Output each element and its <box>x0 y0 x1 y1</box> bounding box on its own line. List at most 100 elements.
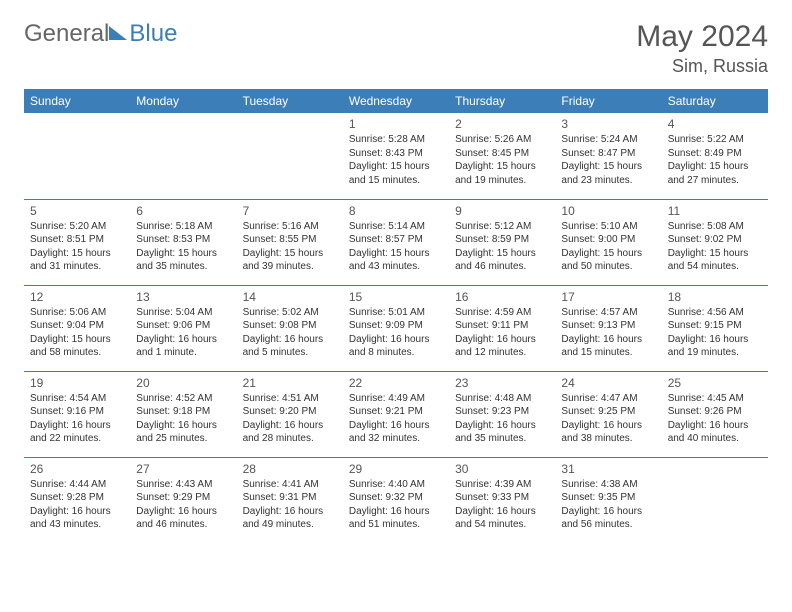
day-number: 1 <box>349 117 443 131</box>
day-info: Sunrise: 4:38 AMSunset: 9:35 PMDaylight:… <box>561 478 655 532</box>
day-info: Sunrise: 5:01 AMSunset: 9:09 PMDaylight:… <box>349 306 443 360</box>
calendar-cell: 27 Sunrise: 4:43 AMSunset: 9:29 PMDayligh… <box>130 457 236 543</box>
day-info: Sunrise: 5:16 AMSunset: 8:55 PMDaylight:… <box>243 220 337 274</box>
day-number: 28 <box>243 462 337 476</box>
day-header: Thursday <box>449 89 555 113</box>
day-number: 7 <box>243 204 337 218</box>
day-info: Sunrise: 5:22 AMSunset: 8:49 PMDaylight:… <box>668 133 762 187</box>
calendar-cell: 17 Sunrise: 4:57 AMSunset: 9:13 PMDayligh… <box>555 285 661 371</box>
day-info: Sunrise: 4:56 AMSunset: 9:15 PMDaylight:… <box>668 306 762 360</box>
day-number: 8 <box>349 204 443 218</box>
calendar-cell: 5Sunrise: 5:20 AMSunset: 8:51 PMDaylight… <box>24 199 130 285</box>
location: Sim, Russia <box>636 56 768 77</box>
day-number: 2 <box>455 117 549 131</box>
day-number: 6 <box>136 204 230 218</box>
calendar-week: 5Sunrise: 5:20 AMSunset: 8:51 PMDaylight… <box>24 199 768 285</box>
calendar-cell: 13Sunrise: 5:04 AMSunset: 9:06 PMDayligh… <box>130 285 236 371</box>
day-info: Sunrise: 4:49 AMSunset: 9:21 PMDaylight:… <box>349 392 443 446</box>
logo: General Blue <box>24 20 177 48</box>
day-info: Sunrise: 4:44 AMSunset: 9:28 PMDaylight:… <box>30 478 124 532</box>
day-info: Sunrise: 4:41 AMSunset: 9:31 PMDaylight:… <box>243 478 337 532</box>
calendar-cell <box>130 113 236 199</box>
day-number: 22 <box>349 376 443 390</box>
calendar-cell: 25 Sunrise: 4:45 AMSunset: 9:26 PMDayligh… <box>662 371 768 457</box>
day-info: Sunrise: 4:51 AMSunset: 9:20 PMDaylight:… <box>243 392 337 446</box>
logo-text-2: Blue <box>129 20 177 48</box>
day-info: Sunrise: 4:57 AMSunset: 9:13 PMDaylight:… <box>561 306 655 360</box>
day-info: Sunrise: 5:14 AMSunset: 8:57 PMDaylight:… <box>349 220 443 274</box>
day-info: Sunrise: 5:18 AMSunset: 8:53 PMDaylight:… <box>136 220 230 274</box>
day-info: Sunrise: 5:28 AMSunset: 8:43 PMDaylight:… <box>349 133 443 187</box>
calendar-cell <box>24 113 130 199</box>
calendar-cell: 2 Sunrise: 5:26 AMSunset: 8:45 PMDaylight… <box>449 113 555 199</box>
month-title: May 2024 <box>636 20 768 54</box>
day-number: 25 <box>668 376 762 390</box>
calendar-cell: 7 Sunrise: 5:16 AMSunset: 8:55 PMDaylight… <box>237 199 343 285</box>
calendar-cell: 22 Sunrise: 4:49 AMSunset: 9:21 PMDayligh… <box>343 371 449 457</box>
calendar-week: 1 Sunrise: 5:28 AMSunset: 8:43 PMDaylight… <box>24 113 768 199</box>
day-number: 31 <box>561 462 655 476</box>
calendar-table: SundayMondayTuesdayWednesdayThursdayFrid… <box>24 89 768 543</box>
title-block: May 2024 Sim, Russia <box>636 20 768 77</box>
calendar-cell: 1 Sunrise: 5:28 AMSunset: 8:43 PMDaylight… <box>343 113 449 199</box>
day-number: 19 <box>30 376 124 390</box>
day-info: Sunrise: 5:06 AMSunset: 9:04 PMDaylight:… <box>30 306 124 360</box>
calendar-cell: 15 Sunrise: 5:01 AMSunset: 9:09 PMDayligh… <box>343 285 449 371</box>
day-header: Wednesday <box>343 89 449 113</box>
header: General Blue May 2024 Sim, Russia <box>24 20 768 77</box>
day-number: 16 <box>455 290 549 304</box>
day-info: Sunrise: 5:12 AMSunset: 8:59 PMDaylight:… <box>455 220 549 274</box>
day-header: Sunday <box>24 89 130 113</box>
day-number: 14 <box>243 290 337 304</box>
day-info: Sunrise: 5:24 AMSunset: 8:47 PMDaylight:… <box>561 133 655 187</box>
calendar-cell: 26 Sunrise: 4:44 AMSunset: 9:28 PMDayligh… <box>24 457 130 543</box>
day-number: 11 <box>668 204 762 218</box>
day-number: 13 <box>136 290 230 304</box>
day-info: Sunrise: 5:26 AMSunset: 8:45 PMDaylight:… <box>455 133 549 187</box>
day-info: Sunrise: 4:43 AMSunset: 9:29 PMDaylight:… <box>136 478 230 532</box>
calendar-cell <box>237 113 343 199</box>
calendar-cell: 23 Sunrise: 4:48 AMSunset: 9:23 PMDayligh… <box>449 371 555 457</box>
calendar-cell: 21 Sunrise: 4:51 AMSunset: 9:20 PMDayligh… <box>237 371 343 457</box>
day-number: 24 <box>561 376 655 390</box>
calendar-cell: 30 Sunrise: 4:39 AMSunset: 9:33 PMDayligh… <box>449 457 555 543</box>
calendar-cell: 12Sunrise: 5:06 AMSunset: 9:04 PMDayligh… <box>24 285 130 371</box>
day-number: 23 <box>455 376 549 390</box>
calendar-cell: 10 Sunrise: 5:10 AMSunset: 9:00 PMDayligh… <box>555 199 661 285</box>
day-number: 17 <box>561 290 655 304</box>
day-header: Friday <box>555 89 661 113</box>
day-header: Tuesday <box>237 89 343 113</box>
day-info: Sunrise: 5:02 AMSunset: 9:08 PMDaylight:… <box>243 306 337 360</box>
day-info: Sunrise: 4:45 AMSunset: 9:26 PMDaylight:… <box>668 392 762 446</box>
day-info: Sunrise: 4:39 AMSunset: 9:33 PMDaylight:… <box>455 478 549 532</box>
calendar-week: 26 Sunrise: 4:44 AMSunset: 9:28 PMDayligh… <box>24 457 768 543</box>
calendar-cell: 6 Sunrise: 5:18 AMSunset: 8:53 PMDaylight… <box>130 199 236 285</box>
calendar-body: 1 Sunrise: 5:28 AMSunset: 8:43 PMDaylight… <box>24 113 768 543</box>
day-number: 27 <box>136 462 230 476</box>
calendar-cell: 20Sunrise: 4:52 AMSunset: 9:18 PMDayligh… <box>130 371 236 457</box>
day-number: 9 <box>455 204 549 218</box>
calendar-cell: 11 Sunrise: 5:08 AMSunset: 9:02 PMDayligh… <box>662 199 768 285</box>
day-info: Sunrise: 4:52 AMSunset: 9:18 PMDaylight:… <box>136 392 230 446</box>
day-number: 21 <box>243 376 337 390</box>
calendar-cell: 9 Sunrise: 5:12 AMSunset: 8:59 PMDaylight… <box>449 199 555 285</box>
day-header-row: SundayMondayTuesdayWednesdayThursdayFrid… <box>24 89 768 113</box>
day-header: Saturday <box>662 89 768 113</box>
day-number: 10 <box>561 204 655 218</box>
day-info: Sunrise: 5:08 AMSunset: 9:02 PMDaylight:… <box>668 220 762 274</box>
logo-triangle-icon <box>109 26 127 40</box>
day-info: Sunrise: 5:10 AMSunset: 9:00 PMDaylight:… <box>561 220 655 274</box>
day-number: 30 <box>455 462 549 476</box>
calendar-cell: 24Sunrise: 4:47 AMSunset: 9:25 PMDayligh… <box>555 371 661 457</box>
day-info: Sunrise: 5:20 AMSunset: 8:51 PMDaylight:… <box>30 220 124 274</box>
calendar-cell: 29Sunrise: 4:40 AMSunset: 9:32 PMDayligh… <box>343 457 449 543</box>
day-number: 15 <box>349 290 443 304</box>
calendar-cell: 18Sunrise: 4:56 AMSunset: 9:15 PMDayligh… <box>662 285 768 371</box>
calendar-cell: 28 Sunrise: 4:41 AMSunset: 9:31 PMDayligh… <box>237 457 343 543</box>
day-info: Sunrise: 4:48 AMSunset: 9:23 PMDaylight:… <box>455 392 549 446</box>
day-info: Sunrise: 4:54 AMSunset: 9:16 PMDaylight:… <box>30 392 124 446</box>
calendar-cell: 8 Sunrise: 5:14 AMSunset: 8:57 PMDaylight… <box>343 199 449 285</box>
day-number: 3 <box>561 117 655 131</box>
day-number: 26 <box>30 462 124 476</box>
day-number: 29 <box>349 462 443 476</box>
